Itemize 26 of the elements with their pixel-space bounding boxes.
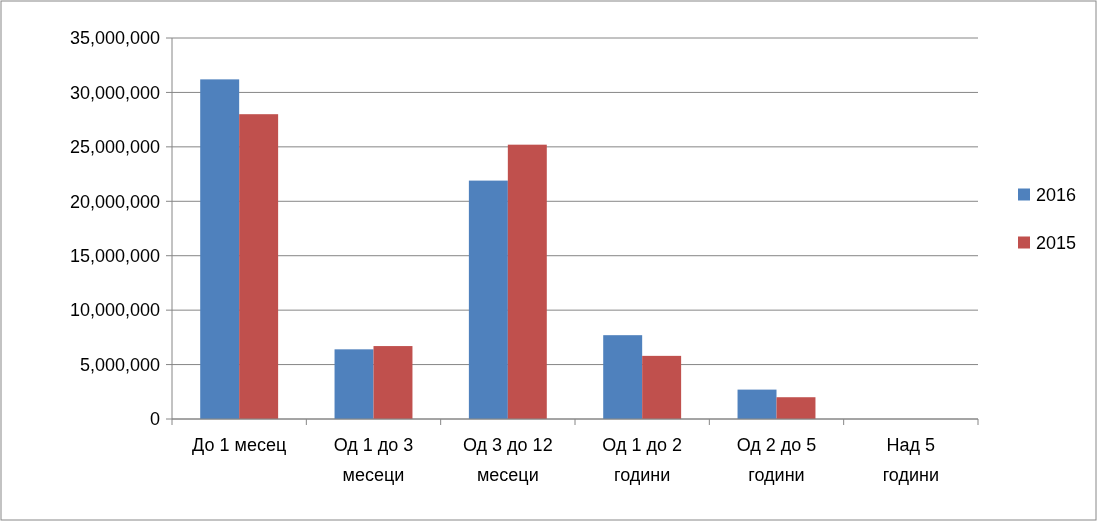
y-tick-label: 0 (149, 409, 160, 430)
bar (200, 79, 240, 419)
bar (468, 180, 508, 419)
y-tick-label: 35,000,000 (69, 28, 160, 49)
bar (776, 397, 816, 419)
x-tick-label: Од 2 до 5 години (736, 435, 817, 485)
x-tick-label: Од 1 до 2 години (602, 435, 682, 485)
x-tick-label: Од 3 до 12 месеци (463, 435, 553, 485)
y-tick-label: 30,000,000 (69, 82, 160, 103)
y-tick-label: 10,000,000 (69, 300, 160, 321)
y-tick-label: 15,000,000 (69, 246, 160, 267)
bar (373, 346, 413, 419)
legend-label: 2015 (1036, 232, 1077, 253)
bar (737, 389, 777, 419)
bar (642, 355, 682, 419)
bar (239, 114, 279, 419)
bar (507, 144, 547, 419)
y-tick-label: 25,000,000 (69, 137, 160, 158)
x-tick-label: До 1 месец (192, 435, 287, 455)
legend-label: 2016 (1036, 184, 1077, 205)
x-tick-label: Од 1 до 3 месеци (333, 435, 414, 485)
x-tick-label: Над 5 години (882, 435, 940, 485)
bar (603, 335, 643, 419)
y-tick-label: 5,000,000 (79, 354, 160, 375)
y-tick-label: 20,000,000 (69, 191, 160, 212)
bar (334, 349, 374, 419)
